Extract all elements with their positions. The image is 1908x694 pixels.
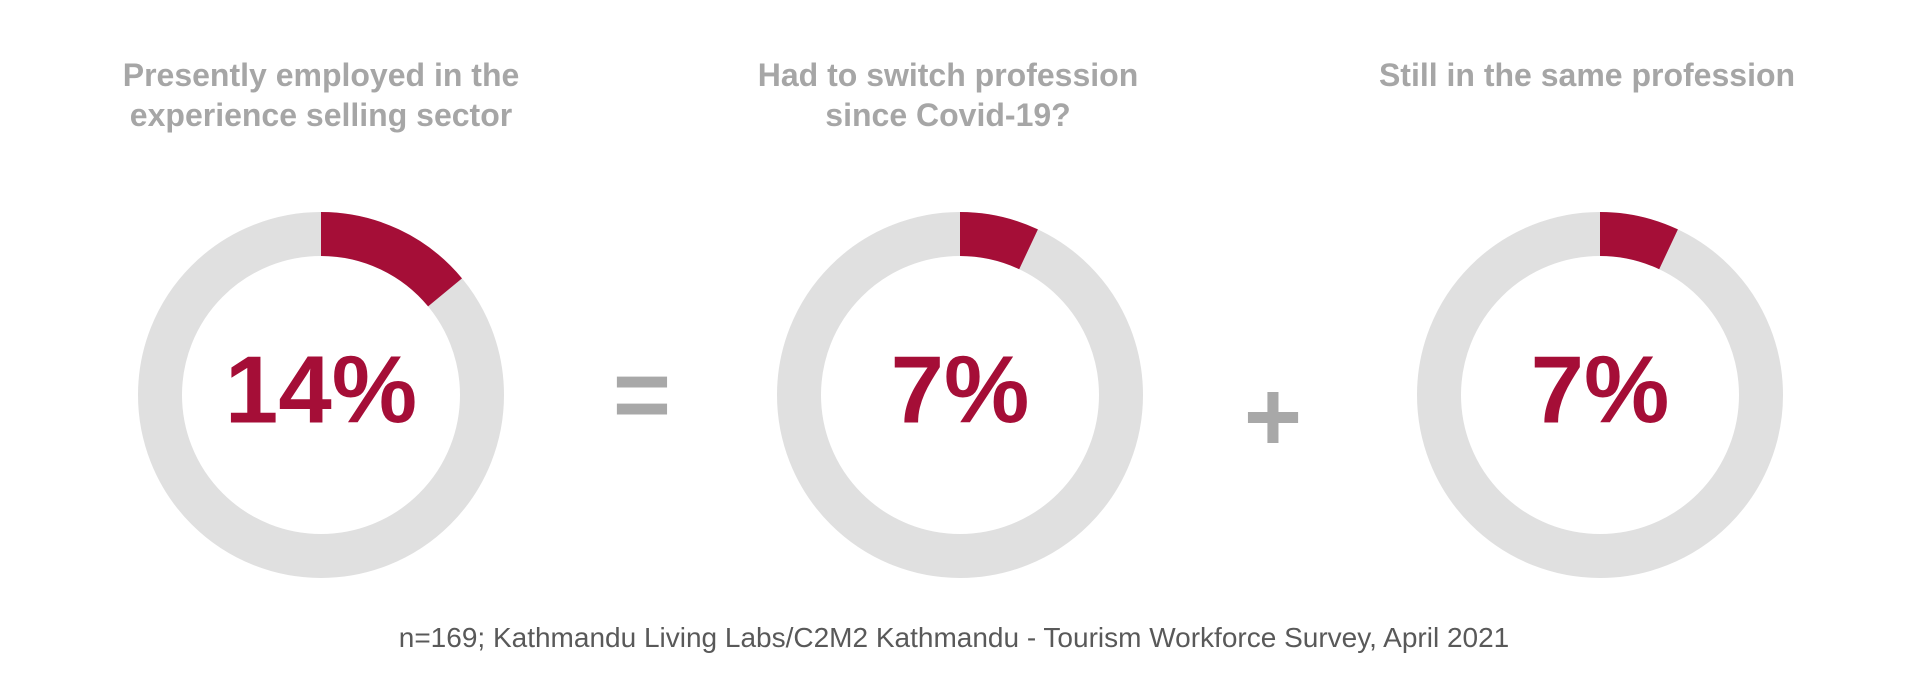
donut-3-value-label: 7% bbox=[1531, 336, 1670, 443]
donut-3-value-arc bbox=[1599, 212, 1678, 270]
equals-operator: = bbox=[612, 339, 672, 451]
donut-chart-switched: 7% bbox=[777, 212, 1143, 578]
donut-2-value-label: 7% bbox=[891, 336, 1030, 443]
donut-chart-same: 7% bbox=[1417, 212, 1783, 578]
donut-2-value-arc bbox=[959, 212, 1038, 270]
source-note: n=169; Kathmandu Living Labs/C2M2 Kathma… bbox=[398, 622, 1510, 653]
donut-1-value-arc bbox=[320, 212, 462, 307]
donut-1-value-label: 14% bbox=[225, 336, 417, 443]
donut-2-title: Had to switch profession since Covid-19? bbox=[757, 57, 1139, 133]
donut-3-title: Still in the same profession bbox=[1378, 57, 1796, 93]
donut-chart-employed: 14% bbox=[138, 212, 504, 578]
donut-1-title: Presently employed in the experience sel… bbox=[122, 57, 520, 133]
plus-operator: + bbox=[1243, 361, 1303, 473]
